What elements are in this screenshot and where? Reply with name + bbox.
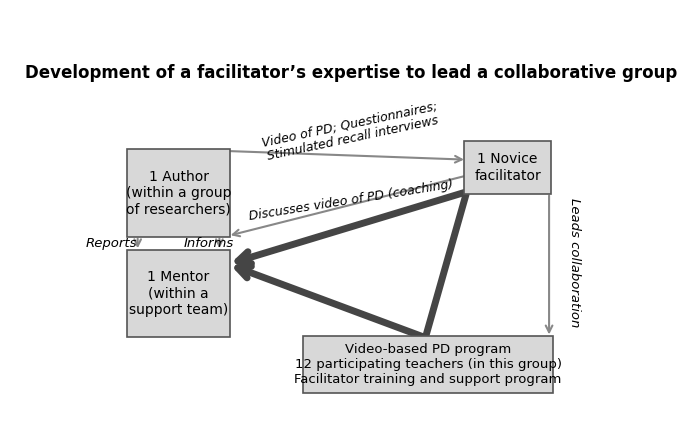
Text: Reports: Reports — [86, 237, 137, 250]
Text: Development of a facilitator’s expertise to lead a collaborative group: Development of a facilitator’s expertise… — [25, 64, 677, 82]
Text: Video of PD; Questionnaires;
Stimulated recall interviews: Video of PD; Questionnaires; Stimulated … — [260, 99, 442, 164]
Text: 1 Mentor
(within a
support team): 1 Mentor (within a support team) — [129, 270, 228, 317]
Text: 1 Author
(within a group
of researchers): 1 Author (within a group of researchers) — [126, 170, 232, 217]
Text: Discusses video of PD (coaching): Discusses video of PD (coaching) — [248, 178, 454, 223]
FancyBboxPatch shape — [127, 250, 230, 337]
Text: 1 Novice
facilitator: 1 Novice facilitator — [474, 152, 541, 183]
FancyBboxPatch shape — [127, 150, 230, 237]
FancyBboxPatch shape — [303, 336, 553, 393]
Text: Leads collaboration: Leads collaboration — [568, 198, 580, 327]
FancyBboxPatch shape — [464, 141, 551, 194]
Text: Video-based PD program
12 participating teachers (in this group)
Facilitator tra: Video-based PD program 12 participating … — [295, 343, 562, 386]
Text: Informs: Informs — [184, 237, 234, 250]
